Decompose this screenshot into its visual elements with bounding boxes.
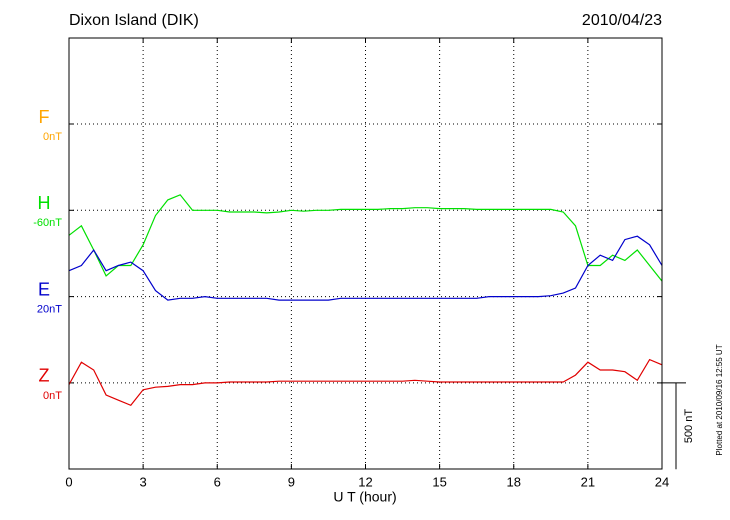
chart-date: 2010/04/23: [582, 12, 662, 29]
x-axis-label: U T (hour): [333, 489, 396, 505]
series-baseline-label: 0nT: [43, 390, 62, 402]
series-name: F: [39, 107, 50, 127]
x-tick-label: 24: [655, 474, 669, 489]
series-baseline-label: 20nT: [37, 304, 62, 316]
series-baseline-label: 0nT: [43, 131, 62, 143]
chart-title: Dixon Island (DIK): [69, 12, 199, 29]
x-tick-label: 21: [581, 474, 595, 489]
x-tick-label: 9: [288, 474, 295, 489]
x-tick-label: 0: [65, 474, 72, 489]
x-tick-label: 3: [140, 474, 147, 489]
series-line: [68, 194, 663, 282]
series-name: E: [38, 279, 50, 299]
series-line: [68, 235, 663, 301]
x-tick-label: 15: [432, 474, 446, 489]
x-tick-label: 6: [214, 474, 221, 489]
plotted-note: Plotted at 2010/09/16 12:55 UT: [715, 344, 724, 455]
series-baseline-label: -60nT: [33, 217, 62, 229]
x-tick-label: 12: [358, 474, 372, 489]
plot-frame: [68, 37, 663, 470]
series-name: Z: [39, 366, 50, 386]
x-tick-label: 18: [507, 474, 521, 489]
series-line: [68, 358, 663, 407]
series-name: H: [38, 193, 51, 213]
scale-bar-label: 500 nT: [683, 409, 695, 444]
